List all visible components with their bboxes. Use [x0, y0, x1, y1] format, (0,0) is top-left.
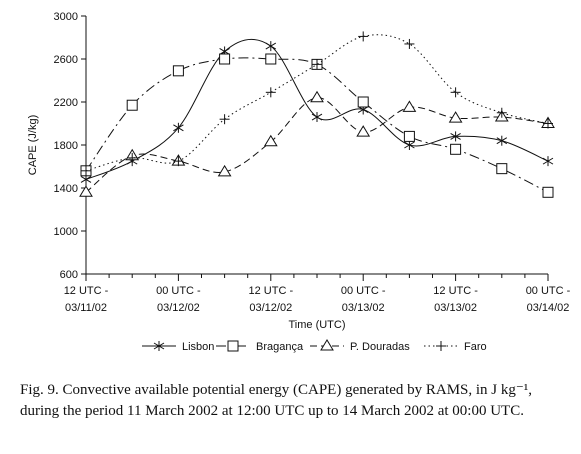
- series-point-faro-6: [127, 152, 138, 163]
- chart-svg: 600 1000 1400 1800 2200 2600 3000 12 UTC - 03/11…: [27, 11, 571, 353]
- x-tick-label-36-date: 03/13/02: [342, 302, 385, 314]
- x-tick-label-24-date: 03/12/02: [249, 302, 292, 314]
- x-tick-label-60-date: 03/14/02: [527, 302, 570, 314]
- series-line-p-douradas: [85, 97, 549, 193]
- y-tick-label-1800: 1800: [54, 140, 78, 152]
- x-axis-title: Time (UTC): [288, 319, 345, 331]
- series-line-bragan-a: [85, 57, 549, 193]
- series-point-lisbon-30: [311, 112, 323, 123]
- legend-label-lisbon: Lisbon: [182, 341, 214, 353]
- series-point-bragan-a-54: [496, 163, 508, 175]
- series-point-faro-18: [219, 114, 230, 125]
- legend-label-bragan-a: Bragança: [256, 341, 304, 353]
- series-point-bragan-a-48: [450, 143, 462, 155]
- series-point-bragan-a-42: [403, 130, 415, 142]
- series-point-bragan-a-60: [542, 186, 554, 198]
- x-tick-label-48-date: 03/13/02: [434, 302, 477, 314]
- x-tick-label-0-date: 03/11/02: [65, 302, 107, 314]
- series-point-lisbon-24: [265, 41, 277, 52]
- series-point-p-douradas-48: [448, 111, 463, 123]
- series-point-faro-60: [543, 118, 553, 129]
- series-point-bragan-a-12: [172, 65, 184, 77]
- series-line-faro: [85, 34, 549, 172]
- legend-label-faro: Faro: [464, 341, 487, 353]
- series-point-p-douradas-42: [402, 100, 417, 112]
- series-point-p-douradas-0: [79, 185, 93, 197]
- legend-marker-p-douradas: [320, 339, 334, 351]
- series-point-lisbon-12: [173, 122, 184, 133]
- x-tick-label-60-time: 00 UTC -: [526, 285, 571, 297]
- x-tick-label-12-date: 03/12/02: [157, 302, 200, 314]
- series-point-faro-12: [173, 156, 184, 167]
- series-point-p-douradas-30: [310, 90, 324, 103]
- y-tick-label-600: 600: [60, 269, 78, 281]
- cape-line-chart: 600 1000 1400 1800 2200 2600 3000 12 UTC - 03/11…: [27, 11, 571, 353]
- series-point-bragan-a-18: [219, 53, 231, 65]
- series-line-lisbon: [85, 38, 549, 180]
- series-point-bragan-a-24: [265, 53, 277, 65]
- series-point-faro-30: [312, 59, 322, 70]
- y-tick-label-3000: 3000: [54, 11, 78, 23]
- series-point-bragan-a-36: [357, 96, 369, 108]
- legend-marker-lisbon: [153, 341, 165, 351]
- series-point-faro-36: [358, 31, 369, 42]
- legend-marker-faro: [436, 341, 446, 351]
- series-point-faro-0: [81, 165, 91, 176]
- series-point-faro-24: [265, 87, 276, 98]
- y-tick-label-2600: 2600: [54, 54, 78, 66]
- series-point-p-douradas-36: [356, 125, 371, 137]
- x-tick-label-36-time: 00 UTC -: [341, 285, 386, 297]
- series-point-p-douradas-24: [263, 134, 278, 147]
- x-tick-label-48-time: 12 UTC -: [433, 285, 478, 297]
- x-tick-label-12-time: 00 UTC -: [156, 285, 201, 297]
- series-point-faro-48: [450, 87, 461, 98]
- y-axis-title: CAPE (J/kg): [27, 115, 39, 176]
- series-point-p-douradas-18: [217, 164, 232, 177]
- y-tick-label-2200: 2200: [54, 97, 78, 109]
- series-point-faro-42: [404, 38, 415, 49]
- legend-label-p-douradas: P. Douradas: [350, 341, 410, 353]
- series-point-lisbon-54: [496, 135, 508, 146]
- series-point-lisbon-48: [450, 131, 461, 142]
- series-point-faro-54: [496, 107, 507, 118]
- legend-marker-bragan-a: [227, 340, 239, 352]
- series-point-bragan-a-6: [126, 99, 138, 111]
- x-tick-label-0-time: 12 UTC -: [64, 285, 109, 297]
- x-tick-label-24-time: 12 UTC -: [248, 285, 293, 297]
- y-tick-label-1000: 1000: [54, 226, 78, 238]
- figure-caption: Fig. 9. Convective available potential e…: [20, 382, 533, 419]
- y-tick-label-1400: 1400: [54, 183, 78, 195]
- series-point-lisbon-60: [542, 156, 554, 167]
